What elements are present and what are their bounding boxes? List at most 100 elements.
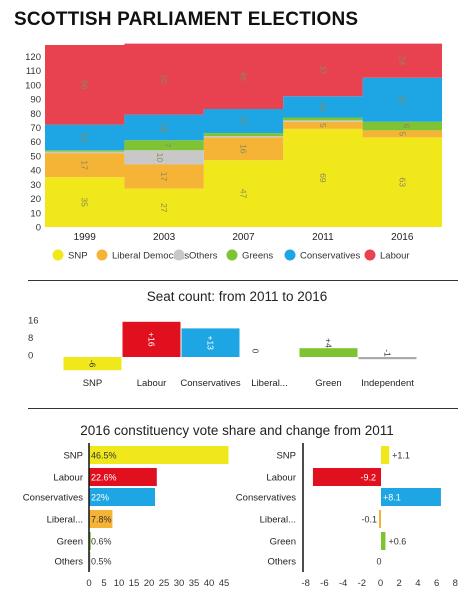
x-tick-label: 20 <box>144 578 155 589</box>
value-label: +8.1 <box>383 493 401 503</box>
value-label: 0 <box>251 349 261 354</box>
legend-label-liberal-democrats: Liberal Democrats <box>112 251 189 262</box>
x-tick-label: Labour <box>137 378 167 389</box>
x-tick-label: 2 <box>397 578 402 589</box>
category-label: Green <box>270 537 296 548</box>
value-label: 18 <box>80 133 90 143</box>
bar-green <box>299 348 358 357</box>
x-tick-label: 4 <box>415 578 420 589</box>
value-label: 27 <box>159 203 169 213</box>
category-label: Labour <box>53 473 83 484</box>
bar-snp <box>63 357 122 371</box>
bar-conservatives <box>381 488 441 506</box>
legend-swatch-conservatives <box>284 249 296 261</box>
area-others <box>45 120 442 165</box>
value-label: 50 <box>159 74 169 84</box>
x-tick-label: Liberal... <box>251 378 287 389</box>
value-label: 18 <box>159 123 169 133</box>
x-tick-label: Independent <box>361 378 414 389</box>
value-label: 15 <box>318 102 328 112</box>
x-tick-label: 35 <box>189 578 200 589</box>
legend-swatch-snp <box>52 249 64 261</box>
category-label: Labour <box>266 473 296 484</box>
legend-label-snp: SNP <box>68 251 88 262</box>
x-tick-label: 2016 <box>391 232 414 243</box>
x-tick-label: 1999 <box>74 232 97 243</box>
y-tick-label: 16 <box>28 315 39 326</box>
y-tick-label: 80 <box>30 109 41 120</box>
bar-labour <box>312 468 381 486</box>
category-label: SNP <box>276 451 296 462</box>
divider <box>28 280 458 281</box>
value-label: 6 <box>401 124 411 129</box>
y-tick-label: 70 <box>30 123 41 134</box>
bar-green <box>89 532 91 550</box>
y-tick-label: 30 <box>30 180 41 191</box>
value-label: 17 <box>239 116 249 126</box>
y-tick-label: 100 <box>25 80 41 91</box>
bar-green <box>381 532 386 550</box>
x-tick-label: 5 <box>101 578 106 589</box>
legend-label-others: Others <box>189 251 218 262</box>
value-label: 24 <box>397 56 407 66</box>
value-label: -0.1 <box>361 515 377 525</box>
value-label: 16 <box>239 144 249 154</box>
y-tick-label: 40 <box>30 166 41 177</box>
legend-swatch-others <box>173 249 185 261</box>
y-tick-label: 10 <box>30 208 41 219</box>
value-label: 46.5% <box>91 451 117 461</box>
category-label: Green <box>57 537 83 548</box>
x-tick-label: -6 <box>320 578 328 589</box>
legend-label-greens: Greens <box>242 251 273 262</box>
x-tick-label: 8 <box>453 578 458 589</box>
divider <box>28 408 458 409</box>
value-label: 31 <box>397 95 407 105</box>
x-tick-label: 6 <box>434 578 439 589</box>
value-label: 0.5% <box>91 557 112 567</box>
bar-conservatives <box>181 328 240 357</box>
value-label: 17 <box>80 160 90 170</box>
y-tick-label: 90 <box>30 95 41 106</box>
x-tick-label: -8 <box>301 578 309 589</box>
area-liberal-democrats <box>45 121 442 189</box>
category-label: Others <box>54 557 83 568</box>
value-label: 5 <box>397 132 407 137</box>
y-tick-label: 0 <box>28 351 33 362</box>
value-label: 56 <box>80 80 90 90</box>
category-label: Others <box>267 557 296 568</box>
legend-swatch-liberal-democrats <box>96 249 108 261</box>
value-label: +1.1 <box>392 451 410 461</box>
bar-conservatives <box>89 488 155 506</box>
bar-independent <box>358 357 417 360</box>
bar-labour <box>89 468 157 486</box>
bar-liberal <box>89 510 113 528</box>
bar-snp <box>381 446 390 464</box>
x-tick-label: 2007 <box>232 232 255 243</box>
x-tick-label: 15 <box>129 578 140 589</box>
area-greens <box>45 117 442 152</box>
x-tick-label: 0 <box>378 578 383 589</box>
y-tick-label: 60 <box>30 137 41 148</box>
value-label: 47 <box>239 189 249 199</box>
x-tick-label: 0 <box>86 578 91 589</box>
area-snp <box>45 128 442 227</box>
area-conservatives <box>45 77 442 151</box>
value-label: 17 <box>159 172 169 182</box>
x-tick-label: 40 <box>204 578 215 589</box>
area-labour <box>45 43 442 125</box>
y-tick-label: 110 <box>26 66 41 77</box>
x-tick-label: 45 <box>219 578 230 589</box>
category-label: Conservatives <box>236 493 296 504</box>
category-label: Liberal... <box>260 515 296 526</box>
category-label: Conservatives <box>23 493 83 504</box>
y-tick-label: 0 <box>36 223 41 234</box>
legend-swatch-labour <box>364 249 376 261</box>
value-label: 37 <box>318 65 328 75</box>
category-label: Liberal... <box>47 515 83 526</box>
seat-count-title: Seat count: from 2011 to 2016 <box>146 289 328 304</box>
value-label: +4 <box>324 338 334 348</box>
legend-label-labour: Labour <box>380 251 410 262</box>
y-tick-label: 20 <box>30 194 41 205</box>
x-tick-label: Green <box>315 378 341 389</box>
